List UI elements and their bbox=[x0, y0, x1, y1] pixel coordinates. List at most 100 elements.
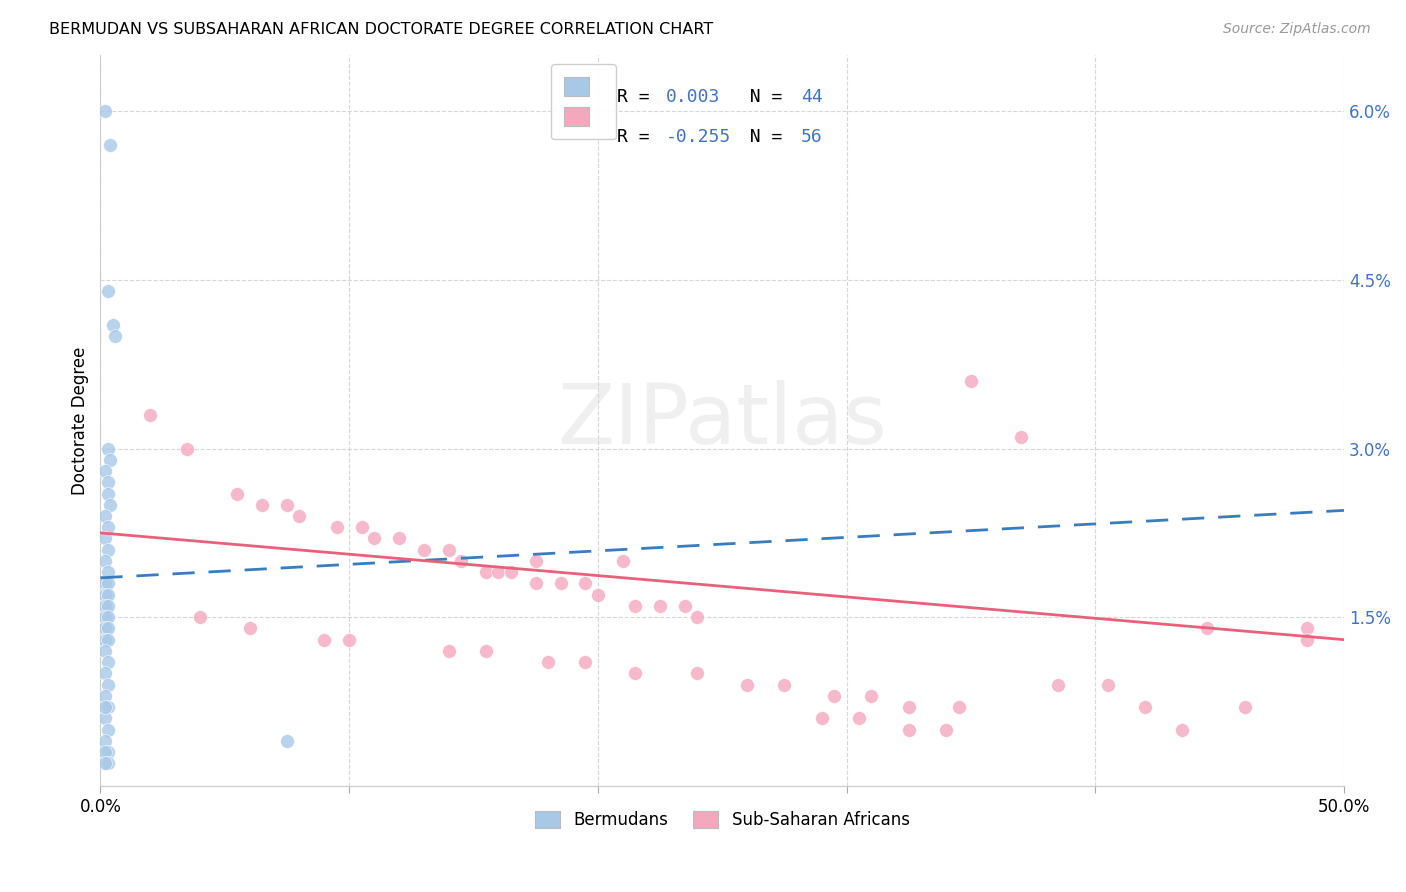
Point bbox=[612, 554, 634, 568]
Point bbox=[94, 576, 117, 591]
Point bbox=[499, 565, 522, 579]
Point bbox=[97, 700, 120, 714]
Text: 0.003: 0.003 bbox=[666, 88, 721, 106]
Point bbox=[94, 464, 117, 478]
Point bbox=[897, 700, 920, 714]
Point bbox=[101, 318, 124, 332]
Point bbox=[624, 666, 647, 681]
Point bbox=[823, 689, 845, 703]
Point bbox=[98, 498, 121, 512]
Point bbox=[188, 610, 211, 624]
Point bbox=[94, 532, 117, 546]
Point bbox=[94, 632, 117, 647]
Point bbox=[475, 644, 498, 658]
Point bbox=[139, 408, 162, 422]
Point bbox=[537, 655, 560, 669]
Point bbox=[94, 666, 117, 681]
Point bbox=[288, 508, 311, 523]
Point bbox=[450, 554, 472, 568]
Point bbox=[960, 374, 983, 388]
Point bbox=[673, 599, 696, 613]
Point bbox=[97, 756, 120, 771]
Text: Source: ZipAtlas.com: Source: ZipAtlas.com bbox=[1223, 22, 1371, 37]
Point bbox=[276, 734, 298, 748]
Text: N =: N = bbox=[728, 88, 794, 106]
Point bbox=[1010, 430, 1032, 444]
Point bbox=[325, 520, 347, 534]
Point bbox=[97, 599, 120, 613]
Point bbox=[1047, 678, 1070, 692]
Point bbox=[94, 554, 117, 568]
Point bbox=[94, 756, 117, 771]
Point bbox=[97, 576, 120, 591]
Point bbox=[94, 700, 117, 714]
Point bbox=[97, 723, 120, 737]
Point bbox=[848, 711, 870, 725]
Point bbox=[648, 599, 671, 613]
Point bbox=[412, 542, 434, 557]
Point bbox=[935, 723, 957, 737]
Point bbox=[104, 329, 127, 343]
Point bbox=[773, 678, 796, 692]
Point bbox=[250, 498, 273, 512]
Point bbox=[97, 475, 120, 490]
Point bbox=[1171, 723, 1194, 737]
Point bbox=[94, 610, 117, 624]
Point bbox=[97, 520, 120, 534]
Text: BERMUDAN VS SUBSAHARAN AFRICAN DOCTORATE DEGREE CORRELATION CHART: BERMUDAN VS SUBSAHARAN AFRICAN DOCTORATE… bbox=[49, 22, 713, 37]
Point bbox=[1295, 622, 1317, 636]
Point bbox=[624, 599, 647, 613]
Point bbox=[97, 588, 120, 602]
Point bbox=[98, 452, 121, 467]
Text: 44: 44 bbox=[800, 88, 823, 106]
Point bbox=[350, 520, 373, 534]
Point bbox=[97, 655, 120, 669]
Point bbox=[94, 588, 117, 602]
Point bbox=[97, 678, 120, 692]
Point bbox=[1197, 622, 1219, 636]
Point bbox=[97, 565, 120, 579]
Point bbox=[97, 486, 120, 500]
Legend: Bermudans, Sub-Saharan Africans: Bermudans, Sub-Saharan Africans bbox=[529, 805, 917, 836]
Point bbox=[94, 622, 117, 636]
Point bbox=[437, 542, 460, 557]
Point bbox=[486, 565, 509, 579]
Text: 56: 56 bbox=[800, 128, 823, 146]
Point bbox=[810, 711, 832, 725]
Text: -0.255: -0.255 bbox=[666, 128, 731, 146]
Point bbox=[437, 644, 460, 658]
Point bbox=[1233, 700, 1256, 714]
Point bbox=[94, 734, 117, 748]
Point bbox=[897, 723, 920, 737]
Text: ZIPatlas: ZIPatlas bbox=[557, 380, 887, 461]
Point bbox=[524, 554, 547, 568]
Point bbox=[475, 565, 498, 579]
Point bbox=[686, 666, 709, 681]
Point bbox=[94, 711, 117, 725]
Point bbox=[948, 700, 970, 714]
Point bbox=[735, 678, 758, 692]
Point bbox=[276, 498, 298, 512]
Text: R =: R = bbox=[616, 88, 659, 106]
Y-axis label: Doctorate Degree: Doctorate Degree bbox=[72, 346, 89, 495]
Point bbox=[574, 576, 596, 591]
Point bbox=[94, 689, 117, 703]
Point bbox=[98, 138, 121, 153]
Point bbox=[94, 745, 117, 759]
Point bbox=[388, 532, 411, 546]
Point bbox=[1097, 678, 1119, 692]
Point bbox=[94, 508, 117, 523]
Point bbox=[176, 442, 198, 456]
Point bbox=[524, 576, 547, 591]
Text: N =: N = bbox=[728, 128, 794, 146]
Point bbox=[97, 284, 120, 298]
Point bbox=[1133, 700, 1156, 714]
Point bbox=[94, 644, 117, 658]
Point bbox=[337, 632, 360, 647]
Point bbox=[97, 632, 120, 647]
Point bbox=[97, 745, 120, 759]
Point bbox=[94, 599, 117, 613]
Point bbox=[1295, 632, 1317, 647]
Point bbox=[860, 689, 883, 703]
Point bbox=[97, 442, 120, 456]
